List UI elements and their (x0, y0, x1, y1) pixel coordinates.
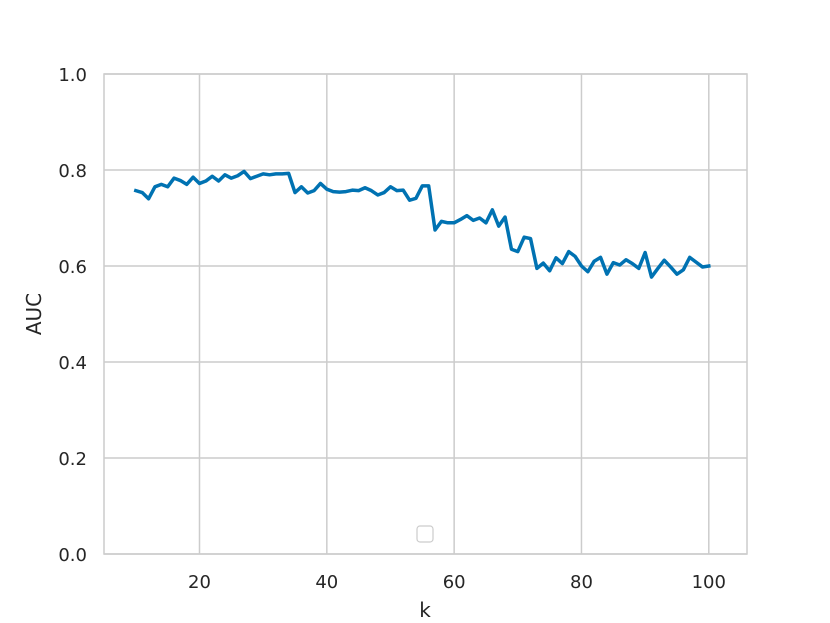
series-layer (133, 169, 711, 279)
plot-area (104, 74, 747, 554)
y-tick-label: 0.6 (58, 257, 87, 278)
plot-frame (103, 73, 748, 555)
x-tick-label: 100 (692, 572, 726, 593)
y-tick-label: 0.4 (58, 353, 87, 374)
y-axis-label: AUC (22, 293, 46, 335)
x-tick-label: 80 (570, 572, 593, 593)
y-tick-label: 0.2 (58, 449, 87, 470)
x-gridlines (198, 74, 710, 554)
x-axis-label: k (419, 598, 431, 622)
x-tick-labels: 20 40 60 80 100 (188, 572, 726, 593)
y-tick-label: 0.0 (58, 545, 87, 566)
x-tick-label: 20 (188, 572, 211, 593)
auc-series-line (133, 169, 711, 279)
y-tick-label: 1.0 (58, 65, 87, 86)
x-tick-label: 60 (443, 572, 466, 593)
y-tick-labels: 0.0 0.2 0.4 0.6 0.8 1.0 (58, 65, 87, 566)
y-tick-label: 0.8 (58, 161, 87, 182)
legend-box (416, 525, 434, 543)
x-tick-label: 40 (315, 572, 338, 593)
